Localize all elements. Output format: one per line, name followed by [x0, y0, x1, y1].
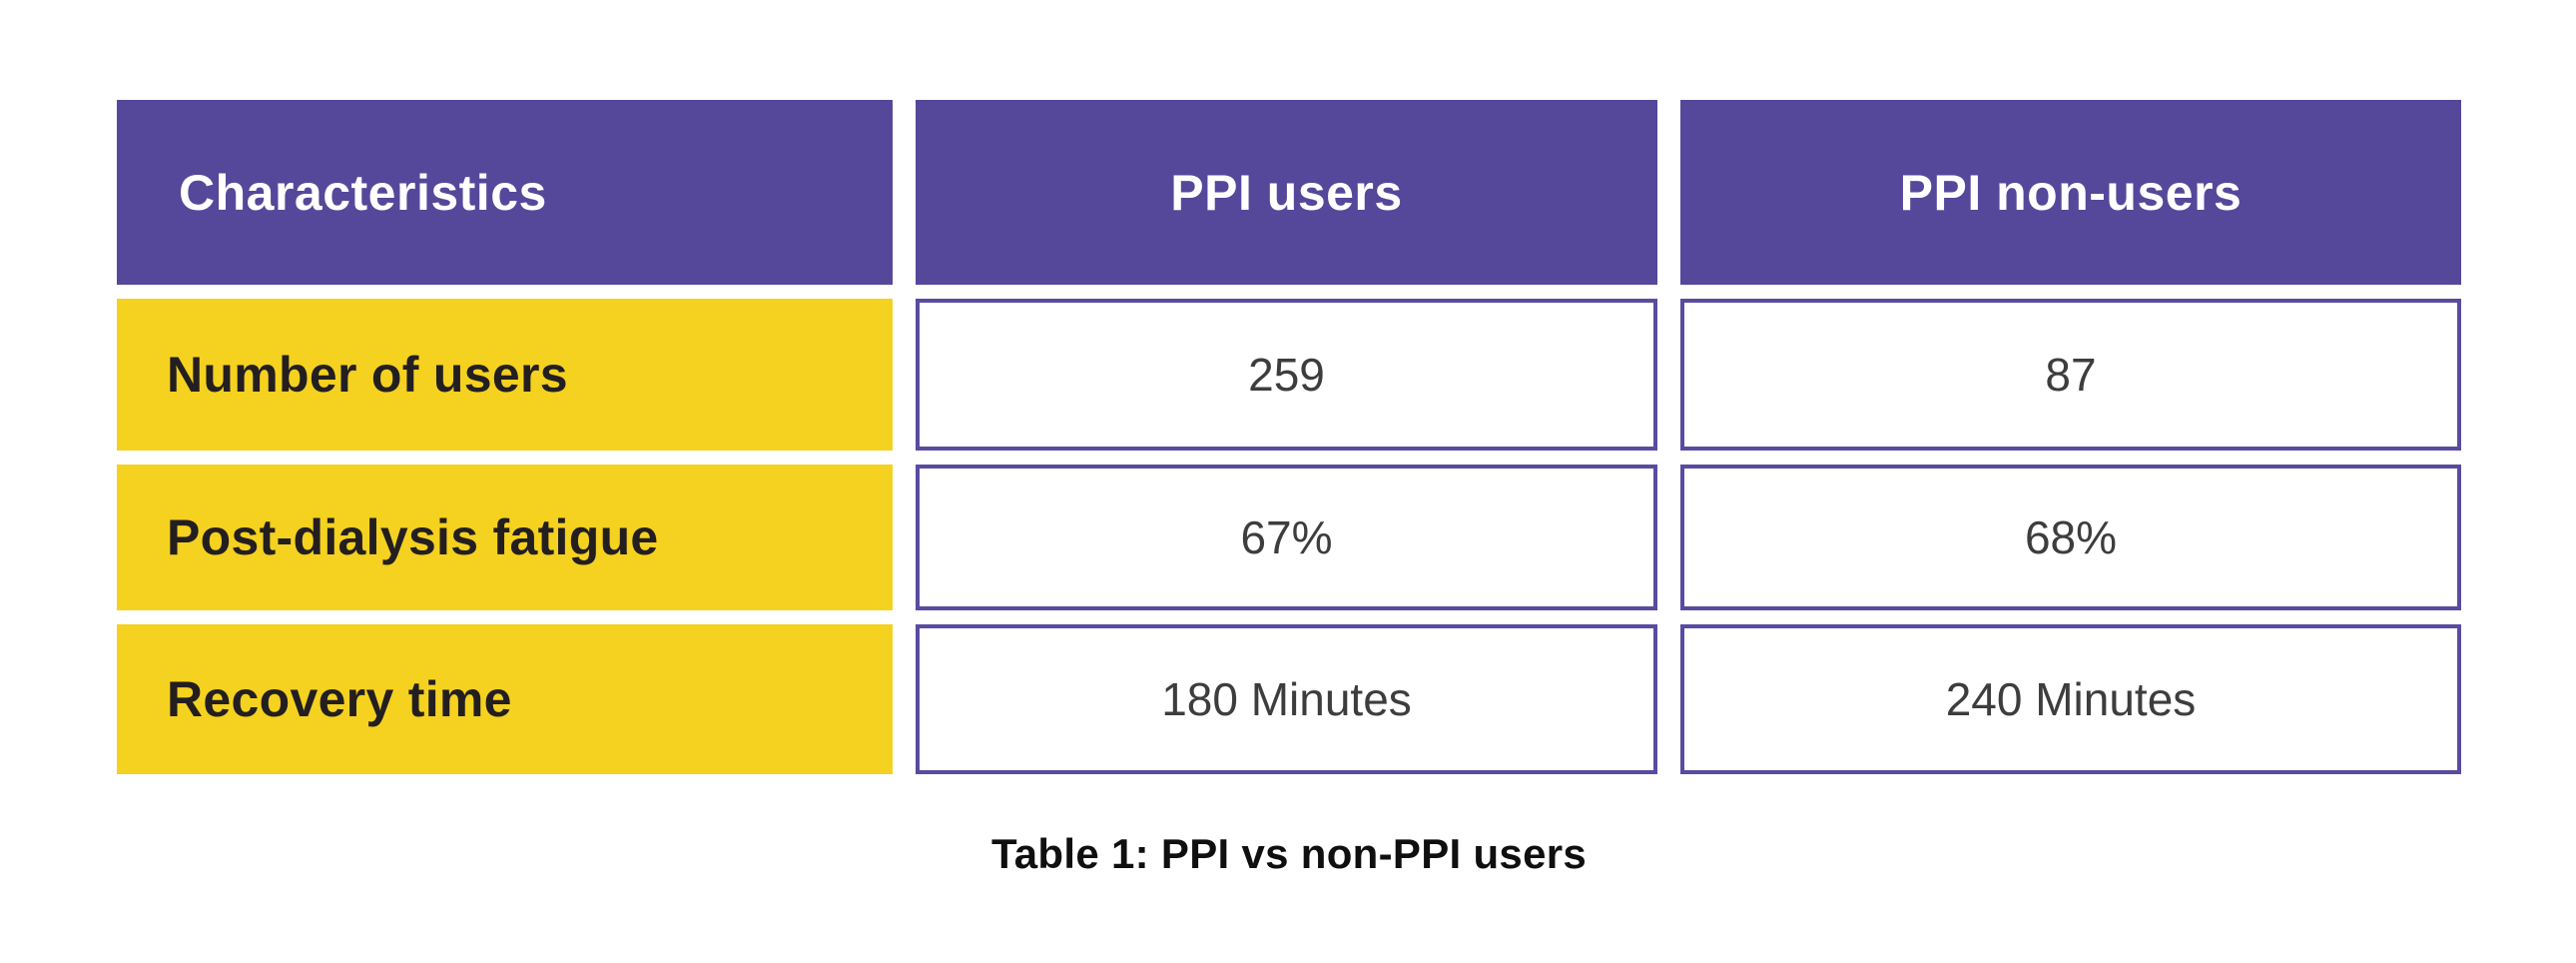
column-header-ppi-non-users: PPI non-users [1680, 100, 2461, 285]
value-number-of-users-non-ppi: 87 [1680, 299, 2461, 451]
column-header-ppi-users: PPI users [916, 100, 1657, 285]
table-grid: Characteristics PPI users PPI non-users … [117, 100, 2461, 774]
table-caption: Table 1: PPI vs non-PPI users [990, 830, 1588, 877]
row-label-number-of-users: Number of users [117, 299, 893, 451]
value-fatigue-non-ppi: 68% [1680, 465, 2461, 610]
value-recovery-time-ppi: 180 Minutes [916, 624, 1657, 774]
row-label-post-dialysis-fatigue: Post-dialysis fatigue [117, 465, 893, 610]
row-label-recovery-time: Recovery time [117, 624, 893, 774]
value-fatigue-ppi: 67% [916, 465, 1657, 610]
column-header-characteristics: Characteristics [117, 100, 893, 285]
ppi-comparison-table: Characteristics PPI users PPI non-users … [117, 100, 2461, 878]
value-number-of-users-ppi: 259 [916, 299, 1657, 451]
value-recovery-time-non-ppi: 240 Minutes [1680, 624, 2461, 774]
